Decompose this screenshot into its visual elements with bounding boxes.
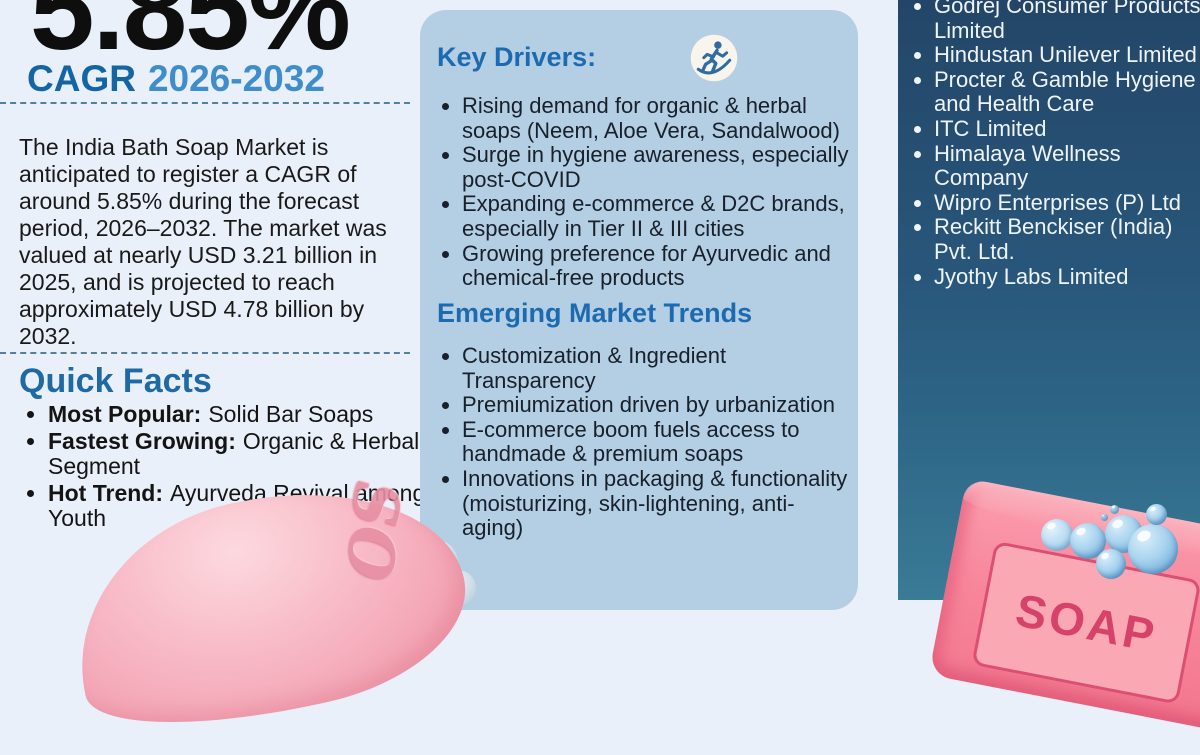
- soap-bubble-icon: [1096, 549, 1126, 579]
- soap-emboss-text: SO: [332, 478, 414, 584]
- company-item: Procter & Gamble Hygiene and Health Care: [934, 66, 1200, 117]
- company-item: Himalaya Wellness Company: [934, 140, 1200, 191]
- company-name: Jyothy Labs Limited: [934, 263, 1129, 289]
- key-driver-text: Surge in hygiene awareness, especially p…: [462, 142, 849, 192]
- company-item: Hindustan Unilever Limited: [934, 42, 1200, 68]
- quick-fact-label: Most Popular:: [48, 401, 202, 427]
- cagr-line: CAGR 2026-2032: [27, 58, 325, 100]
- market-trend-item: E-commerce boom fuels access to handmade…: [462, 416, 854, 467]
- market-trends-title: Emerging Market Trends: [437, 298, 753, 328]
- key-driver-item: Surge in hygiene awareness, especially p…: [462, 142, 854, 192]
- market-trends-list: Customization & Ingredient Transparency …: [434, 343, 854, 541]
- company-name: Himalaya Wellness Company: [934, 140, 1121, 191]
- company-item: Jyothy Labs Limited: [934, 263, 1200, 290]
- market-trend-item: Premiumization driven by urbanization: [462, 392, 854, 418]
- key-drivers-list: Rising demand for organic & herbal soaps…: [434, 93, 854, 291]
- company-item: ITC Limited: [934, 115, 1200, 142]
- soap-bubble-icon: [1146, 504, 1167, 525]
- company-name: Wipro Enterprises (P) Ltd: [934, 189, 1181, 215]
- market-trend-item: Customization & Ingredient Transparency: [462, 343, 854, 393]
- market-trend-text: Premiumization driven by urbanization: [462, 392, 835, 418]
- quick-fact-item: Most Popular:Solid Bar Soaps: [48, 401, 428, 428]
- soap-bubble-icon: [1110, 505, 1119, 514]
- drivers-trends-panel: Key Drivers: Rising demand for organic &…: [420, 10, 858, 610]
- key-driver-text: Rising demand for organic & herbal soaps…: [462, 93, 840, 143]
- market-trend-text: Innovations in packaging & functionality…: [462, 465, 848, 541]
- company-item: Godrej Consumer Products Limited: [934, 0, 1200, 43]
- company-list: Godrej Consumer Products Limited Hindust…: [910, 0, 1200, 289]
- cagr-value: 5.85%: [30, 0, 351, 74]
- soap-bubble-icon: [1128, 524, 1178, 574]
- quick-fact-value: Solid Bar Soaps: [208, 401, 374, 427]
- key-driver-text: Expanding e-commerce & D2C brands, espec…: [462, 191, 845, 241]
- company-name: ITC Limited: [934, 115, 1047, 141]
- key-drivers-title: Key Drivers:: [437, 42, 597, 72]
- company-name: Reckitt Benckiser (India) Pvt. Ltd.: [934, 214, 1173, 264]
- key-driver-item: Expanding e-commerce & D2C brands, espec…: [462, 192, 854, 241]
- soap-label-text: SOAP: [1011, 583, 1162, 662]
- quick-fact-label: Fastest Growing:: [48, 427, 236, 454]
- quick-fact-value: Organic & Herbal Segment: [48, 427, 420, 479]
- key-driver-item: Rising demand for organic & herbal soaps…: [462, 93, 854, 143]
- quick-fact-label: Hot Trend:: [48, 479, 163, 506]
- company-name: Hindustan Unilever Limited: [934, 42, 1197, 68]
- quick-fact-item: Fastest Growing:Organic & Herbal Segment: [48, 427, 428, 480]
- key-driver-item: Growing preference for Ayurvedic and che…: [462, 240, 854, 291]
- company-name: Procter & Gamble Hygiene and Health Care: [934, 66, 1196, 117]
- infographic-canvas: { "header": { "cagr_value": "5.85%", "ca…: [0, 0, 1200, 600]
- dashed-divider-top: [0, 102, 410, 104]
- dashed-divider-bottom: [0, 352, 410, 354]
- company-item: Wipro Enterprises (P) Ltd: [934, 189, 1200, 216]
- soap-bubble-icon: [1101, 514, 1108, 521]
- company-item: Reckitt Benckiser (India) Pvt. Ltd.: [934, 215, 1200, 264]
- key-driver-text: Growing preference for Ayurvedic and che…: [462, 240, 831, 291]
- cagr-period: 2026-2032: [147, 58, 325, 99]
- soap-bubble-icon: [1041, 519, 1073, 551]
- market-trend-text: Customization & Ingredient Transparency: [462, 343, 727, 393]
- runner-icon: [690, 34, 738, 82]
- market-summary: The India Bath Soap Market is anticipate…: [19, 134, 387, 349]
- market-trend-item: Innovations in packaging & functionality…: [462, 465, 854, 541]
- cagr-label: CAGR: [27, 58, 136, 99]
- market-trend-text: E-commerce boom fuels access to handmade…: [462, 416, 800, 467]
- company-name: Godrej Consumer Products Limited: [934, 0, 1200, 43]
- quick-facts-title: Quick Facts: [19, 362, 212, 400]
